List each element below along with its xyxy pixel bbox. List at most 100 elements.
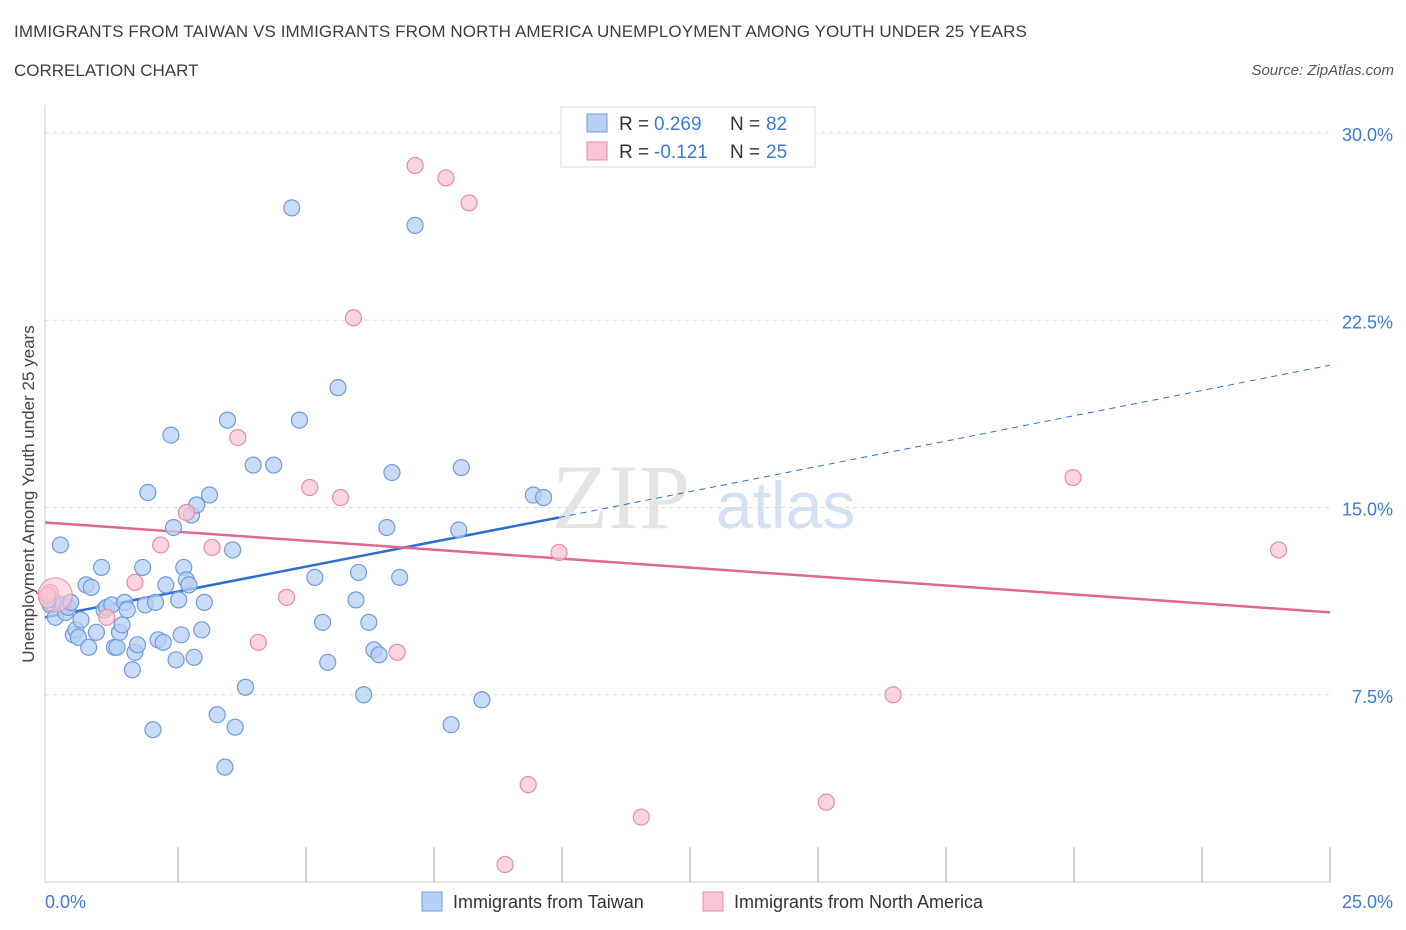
taiwan-point xyxy=(349,563,368,582)
taiwan-point xyxy=(383,463,401,482)
taiwan-point xyxy=(185,648,203,666)
taiwan-point xyxy=(347,591,365,609)
north-america-point xyxy=(406,156,424,175)
north-america-point xyxy=(1064,468,1082,487)
taiwan-point xyxy=(146,593,165,611)
taiwan-point xyxy=(162,426,180,444)
taiwan-point xyxy=(144,721,162,739)
north-america-point xyxy=(1269,541,1288,559)
taiwan-point xyxy=(200,486,219,504)
legend-r-value-na: -0.121 xyxy=(654,142,708,163)
taiwan-point xyxy=(360,613,378,631)
taiwan-point xyxy=(355,686,373,704)
taiwan-point xyxy=(180,576,198,594)
north-america-point xyxy=(388,643,406,661)
taiwan-point xyxy=(226,718,244,736)
source-label: Source: ZipAtlas.com xyxy=(1251,62,1394,79)
north-america-point xyxy=(632,808,650,826)
taiwan-point xyxy=(290,411,309,429)
taiwan-point xyxy=(80,638,98,656)
taiwan-point xyxy=(216,758,234,776)
north-america-point xyxy=(331,488,350,507)
north-america-point xyxy=(817,793,835,811)
legend-n-label: N = xyxy=(730,114,760,135)
watermark-atlas: atlas xyxy=(716,468,855,542)
taiwan-point xyxy=(442,716,460,734)
y-tick-label: 22.5% xyxy=(1342,312,1393,332)
north-america-point xyxy=(344,309,362,327)
taiwan-point xyxy=(244,456,262,474)
taiwan-point xyxy=(108,638,126,656)
grid-lines xyxy=(45,132,1330,696)
x-tick-label-min: 0.0% xyxy=(45,892,86,912)
watermark-zip: ZIP xyxy=(552,446,690,548)
north-america-point xyxy=(496,855,514,874)
series-legend: Immigrants from Taiwan Immigrants from N… xyxy=(421,891,984,912)
north-america-point xyxy=(884,686,902,704)
taiwan-point xyxy=(313,613,332,631)
bottom-legend-label-na: Immigrants from North America xyxy=(734,892,984,912)
taiwan-point xyxy=(170,591,188,609)
taiwan-point xyxy=(154,633,172,651)
bottom-legend-swatch-taiwan xyxy=(421,891,443,912)
legend-n-value-taiwan: 82 xyxy=(766,114,787,135)
taiwan-point xyxy=(139,483,157,502)
legend-r-label: R = xyxy=(619,142,649,163)
taiwan-point xyxy=(306,568,324,587)
north-america-point xyxy=(203,538,221,557)
taiwan-point xyxy=(208,706,226,724)
taiwan-point xyxy=(319,653,337,671)
legend-swatch-taiwan xyxy=(586,113,608,133)
taiwan-point xyxy=(378,518,396,537)
north-america-point xyxy=(301,478,319,497)
north-america-point xyxy=(460,194,478,212)
legend-r-label: R = xyxy=(619,114,649,135)
y-axis-label: Unemployment Among Youth under 25 years xyxy=(19,325,38,662)
trend-line-taiwan-extrapolated xyxy=(558,364,1331,518)
taiwan-point xyxy=(283,199,301,217)
taiwan-point xyxy=(123,661,141,679)
legend-swatch-na xyxy=(586,141,608,161)
north-america-point xyxy=(152,536,170,554)
legend-r-value-taiwan: 0.269 xyxy=(654,114,702,135)
taiwan-point xyxy=(157,576,175,594)
bottom-legend-label-taiwan: Immigrants from Taiwan xyxy=(453,892,644,912)
north-america-point-large xyxy=(37,577,73,613)
taiwan-point xyxy=(195,593,213,611)
north-america-point xyxy=(249,633,267,651)
north-america-point xyxy=(229,428,247,447)
taiwan-point xyxy=(391,568,409,587)
north-america-point xyxy=(519,776,537,794)
taiwan-point xyxy=(193,621,211,639)
north-america-point xyxy=(126,573,144,592)
taiwan-point xyxy=(329,379,347,397)
taiwan-point xyxy=(134,558,152,577)
north-america-point xyxy=(277,588,296,606)
taiwan-point xyxy=(72,611,90,629)
taiwan-point xyxy=(224,541,242,559)
taiwan-point xyxy=(87,623,106,641)
taiwan-point xyxy=(164,518,183,537)
taiwan-point xyxy=(172,626,190,644)
taiwan-point xyxy=(236,678,255,696)
trend-line-north-america xyxy=(44,521,1331,614)
north-america-point xyxy=(550,543,568,562)
chart-subtitle: CORRELATION CHART xyxy=(14,61,199,80)
taiwan-point xyxy=(218,411,237,429)
taiwan-point xyxy=(51,536,70,554)
bottom-legend-swatch-na xyxy=(702,891,724,912)
legend-n-label: N = xyxy=(730,142,760,163)
axes: 7.5% 15.0% 22.5% 30.0% xyxy=(44,105,1393,883)
taiwan-point xyxy=(128,636,147,654)
taiwan-point xyxy=(450,521,468,539)
data-points xyxy=(37,156,1288,874)
x-tick-label-max: 25.0% xyxy=(1342,892,1393,912)
taiwan-point xyxy=(113,616,131,634)
taiwan-point xyxy=(118,601,136,619)
taiwan-point xyxy=(265,456,283,474)
taiwan-point xyxy=(167,651,185,669)
taiwan-point xyxy=(92,558,111,577)
taiwan-point xyxy=(370,646,388,664)
y-tick-label: 30.0% xyxy=(1342,125,1393,145)
y-tick-label: 15.0% xyxy=(1342,500,1393,520)
